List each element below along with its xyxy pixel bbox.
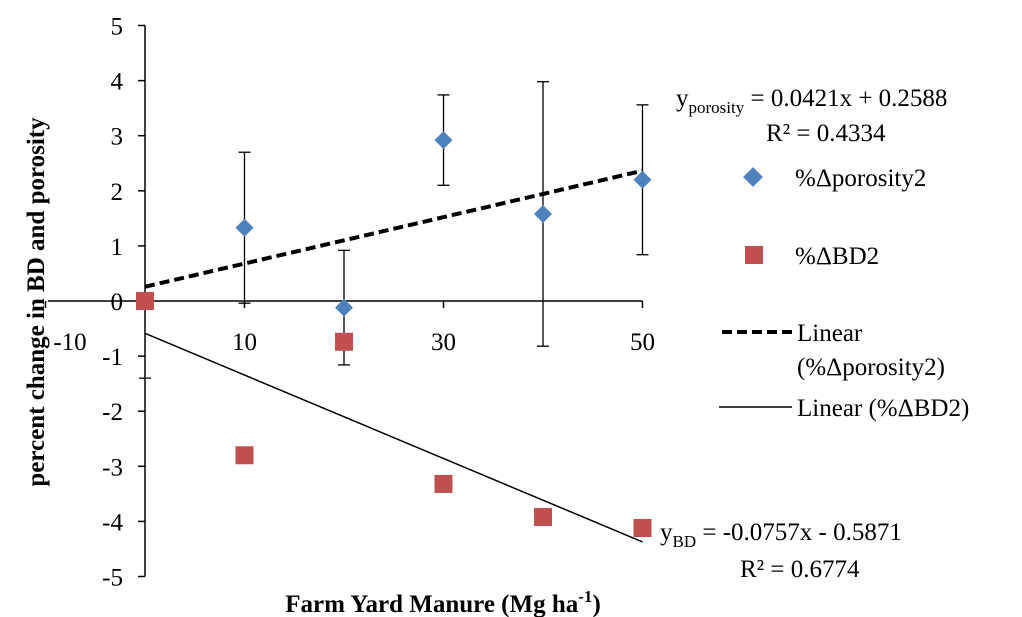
y-tick-label: 4 [111,69,124,96]
porosity-r2: R² = 0.4334 [766,120,886,147]
porosity-equation: yporosity = 0.0421x + 0.2588 [676,85,947,117]
legend-label-porosity-trend-1: Linear [797,320,863,347]
bd-point [136,292,154,310]
legend-label-porosity: %Δporosity2 [795,165,926,192]
y-tick-label: -1 [102,344,123,371]
legend-marker-bd [745,246,763,264]
bd-point [335,332,353,351]
legend-label-porosity-trend-2: (%Δporosity2) [797,354,945,381]
porosity-point [434,131,453,150]
bd-equation: yBD = -0.0757x - 0.5871 [660,519,902,551]
porosity-point [633,170,652,189]
trendline-bd [144,332,643,543]
porosity-point [335,298,353,317]
legend-marker-porosity [743,167,763,187]
porosity-point [534,204,552,223]
y-tick-label: 3 [111,124,124,151]
y-tick-label: 5 [111,14,124,41]
bd-point [235,446,254,465]
legend-label-bd: %ΔBD2 [795,243,879,270]
bd-r2: R² = 0.6774 [740,556,860,583]
trendline-porosity [144,168,643,289]
bd-point [434,474,453,493]
x-tick-label: -10 [53,329,86,356]
y-tick-label: -2 [102,399,123,426]
x-tick-label: 50 [630,329,655,356]
porosity-point [235,218,254,237]
y-tick-label: -5 [102,565,123,592]
x-axis-title: Farm Yard Manure (Mg ha-1) [285,587,601,617]
bd-point [534,507,552,526]
legend-label-bd-trend: Linear (%ΔBD2) [797,395,969,422]
y-tick-label: 1 [111,234,124,261]
y-tick-label: 0 [111,289,124,316]
y-tick-label: -3 [102,454,123,481]
bd-point [633,519,652,538]
y-tick-label: -4 [102,509,123,536]
x-tick-label: 30 [431,329,456,356]
legend: %Δporosity2 %ΔBD2 Linear (%Δporosity2) L… [719,165,969,422]
x-tick-label: 10 [232,329,257,356]
y-tick-label: 2 [111,179,124,206]
y-axis-title: percent change in BD and porosity [23,117,50,487]
